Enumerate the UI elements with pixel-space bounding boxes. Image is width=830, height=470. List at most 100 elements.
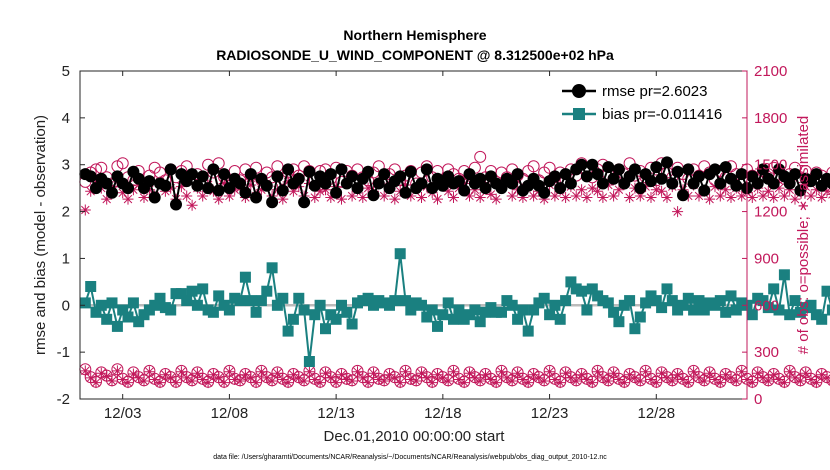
assimilated-obs-marker [314,185,326,197]
assimilated-obs-marker [768,192,780,203]
assimilated-obs-marker [85,185,97,197]
assimilated-obs-marker [602,375,614,387]
assimilated-obs-marker [485,188,497,200]
assimilated-obs-marker [821,372,830,384]
assimilated-obs-marker [634,375,646,387]
rmse-point [586,158,599,171]
bias-point [816,313,828,325]
rmse-point [143,175,156,188]
assimilated-obs-marker [106,181,118,193]
assimilated-obs-marker [757,190,769,202]
bias-point [549,299,561,311]
y2-tick-label: 1800 [754,110,787,127]
assimilated-obs-marker [581,192,593,203]
assimilated-obs-marker [405,190,417,202]
legend-box [555,78,740,130]
assimilated-obs-marker [309,374,321,385]
assimilated-obs-marker [426,377,438,389]
assimilated-obs-marker [773,374,785,385]
assimilated-obs-marker [400,366,411,378]
assimilated-obs-marker [117,187,129,199]
assimilated-obs-marker [736,190,748,202]
bias-point [282,325,294,337]
assimilated-obs-marker [794,375,806,387]
y-axis-right: 0 300 600 900 1200 1500 1800 2100 [742,63,787,408]
assimilated-obs-marker [218,178,230,189]
bias-point [293,292,305,304]
bias-point [757,295,769,307]
bias-point [234,295,246,307]
assimilated-obs-marker [453,374,465,385]
rmse-series [79,156,830,211]
rmse-point [404,165,417,178]
assimilated-obs-marker [597,192,609,203]
rmse-point [367,189,380,202]
assimilated-obs-marker [250,377,262,389]
bias-point [213,290,225,302]
rmse-point [319,177,332,190]
assimilated-obs-marker [554,377,566,389]
possible-obs-marker [474,150,487,163]
assimilated-obs-marker [816,369,828,381]
bias-point [821,285,830,297]
assimilated-obs-marker [320,367,331,379]
assimilated-obs-marker [469,184,481,196]
rmse-point [559,168,572,181]
rmse-point [783,177,796,190]
assimilated-obs-marker [490,377,502,389]
bias-point [453,304,465,316]
assimilated-obs-marker [384,369,395,381]
x-axis: 12/03 12/08 12/13 12/18 12/23 12/28 [104,71,675,422]
assimilated-obs-marker [165,372,177,384]
assimilated-obs-marker [720,184,732,196]
assimilated-obs-marker [800,367,812,379]
rmse-point [202,182,215,195]
rmse-point [661,156,673,169]
rmse-point [244,168,257,181]
bias-point [389,295,401,307]
y-tick-label: 3 [62,157,70,174]
rmse-point [575,158,588,171]
rmse-point [308,179,321,192]
assimilated-obs-marker [437,372,449,384]
assimilated-obs-marker [762,375,774,387]
assimilated-obs-marker [709,374,721,385]
bias-point [127,297,139,309]
rmse-point [298,196,311,209]
rmse-point [346,170,359,183]
rmse-point [666,177,679,190]
bias-point [191,299,203,311]
bias-point [586,283,598,295]
bias-point [661,283,673,295]
assimilated-obs-marker [517,192,529,203]
y-tick-label: 5 [62,63,70,80]
assimilated-obs-marker [101,370,113,382]
assimilated-obs-marker [522,377,534,389]
assimilated-obs-marker [778,377,790,389]
rmse-point [212,184,225,197]
assimilated-obs-marker [512,367,524,379]
assimilated-obs-marker [293,372,305,384]
assimilated-obs-marker [677,374,689,385]
rmse-point [196,170,209,183]
assimilated-obs-marker [618,377,630,389]
bias-point [608,306,620,318]
assimilated-obs-marker [389,193,401,205]
assimilated-obs-marker [298,375,310,387]
assimilated-obs-marker [346,375,358,387]
bias-point [432,320,443,332]
assimilated-obs-marker [608,190,620,202]
assimilated-obs-marker [245,179,257,191]
rmse-point [458,184,471,197]
rmse-point [650,161,663,174]
bias-point [149,299,161,311]
assimilated-obs-marker [122,193,134,205]
assimilated-obs-marker [159,369,171,381]
bias-point [682,292,694,304]
assimilated-obs-marker [378,375,390,387]
assimilated-obs-marker [725,192,737,203]
legend-bias-label: bias pr=-0.011416 [602,106,722,123]
assimilated-obs-marker [506,375,518,387]
bias-point [400,295,411,307]
